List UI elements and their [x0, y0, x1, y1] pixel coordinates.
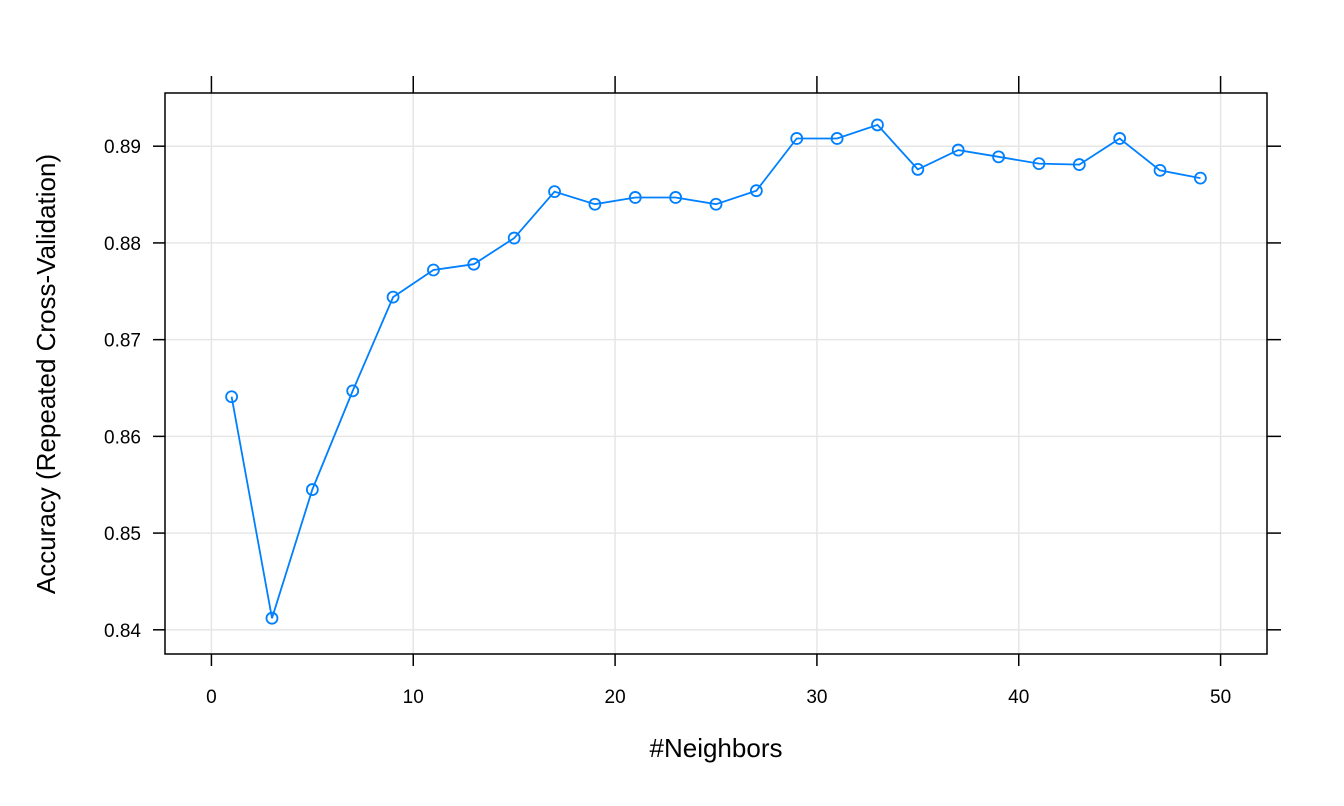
y-tick-label: 0.87 — [104, 331, 141, 352]
y-tick-label: 0.88 — [104, 234, 141, 255]
plot-frame — [164, 92, 1268, 655]
grid-lines — [165, 93, 1267, 654]
data-point — [749, 184, 763, 198]
data-point — [790, 132, 804, 145]
series-line — [230, 123, 1201, 619]
data-point — [386, 290, 400, 304]
y-tick-label: 0.85 — [104, 524, 141, 545]
data-point — [669, 191, 683, 204]
axis-ticks: 0 10 20 30 40 50 0.84 0.85 0.86 0.87 0.88 0.89 — [104, 76, 1281, 708]
data-point — [1193, 171, 1207, 185]
data-point — [1072, 158, 1086, 171]
y-axis-title: Accuracy (Repeated Cross-Validation) — [31, 154, 61, 594]
x-tick-label: 20 — [605, 687, 626, 708]
y-tick-label: 0.86 — [104, 427, 141, 448]
data-point — [951, 143, 965, 157]
data-point — [911, 163, 925, 176]
y-tick-label: 0.89 — [104, 137, 141, 158]
data-point — [1153, 163, 1167, 177]
x-tick-label: 0 — [206, 687, 217, 708]
data-point — [427, 263, 440, 277]
data-point — [225, 390, 239, 404]
data-point — [871, 118, 884, 132]
x-tick-label: 30 — [806, 687, 827, 708]
data-point — [265, 611, 279, 625]
data-point — [588, 197, 602, 211]
data-point — [507, 231, 521, 245]
data-point — [467, 257, 481, 271]
data-point — [830, 132, 844, 145]
x-tick-label: 40 — [1008, 687, 1029, 708]
data-point — [305, 483, 319, 496]
y-tick-label: 0.84 — [104, 621, 141, 642]
data-point — [1113, 132, 1127, 145]
data-point — [346, 384, 360, 398]
x-tick-label: 50 — [1210, 687, 1231, 708]
data-point — [548, 185, 561, 199]
series-layer — [225, 118, 1207, 625]
data-point — [992, 150, 1005, 164]
data-point — [628, 191, 642, 204]
x-axis-title: #Neighbors — [650, 733, 783, 763]
data-point — [1032, 157, 1046, 171]
x-tick-label: 10 — [403, 687, 424, 708]
data-point — [709, 197, 723, 211]
